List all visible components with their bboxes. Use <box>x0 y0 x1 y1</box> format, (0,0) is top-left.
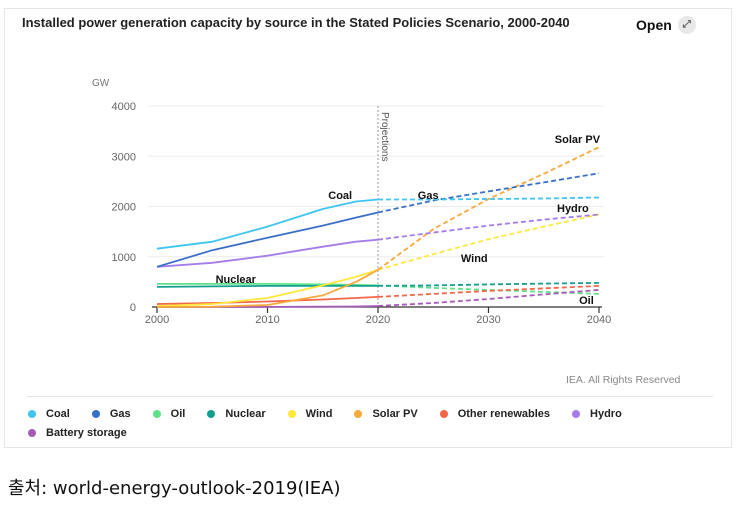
chart-card <box>4 8 732 448</box>
legend-item-gas[interactable]: Gas <box>91 407 131 420</box>
legend-item-coal[interactable]: Coal <box>28 407 70 420</box>
line-chart: GW 0 1000 2000 3000 4000 2000 2010 2020 2030 2040 P… <box>92 78 611 326</box>
legend-dot-icon <box>28 409 36 418</box>
legend-label: Gas <box>109 407 131 420</box>
y-tick-label: 0 <box>130 302 136 314</box>
legend-item-solar-pv[interactable]: Solar PV <box>354 407 418 420</box>
expand-icon: ⤢ <box>677 16 696 34</box>
y-tick-label: 2000 <box>112 202 136 214</box>
legend-label: Hydro <box>590 407 622 420</box>
annotation-hydro: Hydro <box>557 203 589 215</box>
legend-item-nuclear[interactable]: Nuclear <box>207 407 266 420</box>
x-tick-label: 2030 <box>476 314 500 326</box>
x-tick-label: 2010 <box>255 314 279 326</box>
series-line-solar-pv-historical <box>156 269 379 308</box>
chart-title: Installed power generation capacity by s… <box>22 15 570 30</box>
x-tick-label: 2040 <box>587 314 611 326</box>
legend-label: Solar PV <box>372 407 418 420</box>
series-line-hydro-historical <box>156 238 379 268</box>
series-line-other-renewables-projection <box>377 285 600 298</box>
legend-label: Nuclear <box>225 407 266 420</box>
x-tick-label: 2000 <box>145 314 169 326</box>
y-axis-unit: GW <box>92 78 110 89</box>
y-tick-label: 4000 <box>112 101 136 113</box>
series-line-nuclear-projection <box>377 282 600 287</box>
series-line-wind-historical <box>156 268 379 307</box>
series-line-solar-pv-projection <box>377 146 600 271</box>
y-tick-label: 1000 <box>112 252 136 264</box>
source-caption: 출처: world-energy-outlook-2019(IEA) <box>8 478 341 499</box>
open-button[interactable]: Open ⤢ <box>636 16 696 34</box>
open-label: Open <box>636 17 672 33</box>
legend-dot-icon <box>152 409 161 418</box>
legend-label: Coal <box>46 407 70 420</box>
y-tick-label: 3000 <box>112 151 136 163</box>
series-line-hydro-projection <box>377 213 600 241</box>
legend-dot-icon <box>207 409 216 418</box>
annotation-oil: Oil <box>579 295 594 307</box>
legend-dot-icon <box>572 409 581 418</box>
legend-item-hydro[interactable]: Hydro <box>572 407 622 420</box>
projection-label: Projections <box>379 112 390 161</box>
annotation-coal: Coal <box>328 190 352 202</box>
series-line-coal-historical <box>156 198 379 250</box>
annotation-gas: Gas <box>418 190 439 202</box>
legend-dot-icon <box>439 409 448 418</box>
legend-item-oil[interactable]: Oil <box>152 407 186 420</box>
legend-label: Other renewables <box>457 407 551 420</box>
legend-item-other-renewables[interactable]: Other renewables <box>439 407 551 420</box>
series-line-wind-projection <box>377 213 600 271</box>
series-line-nuclear-historical <box>156 284 378 288</box>
series-line-gas-projection <box>377 172 600 214</box>
legend-divider <box>27 396 713 397</box>
legend: Coal Gas Oil Nuclear Wind Solar PV Other renew… <box>28 407 718 439</box>
legend-dot-icon <box>28 428 36 437</box>
legend-label: Wind <box>305 407 333 420</box>
legend-item-battery-storage[interactable]: Battery storage <box>28 426 127 439</box>
legend-label: Battery storage <box>46 426 127 439</box>
x-tick-label: 2020 <box>366 314 390 326</box>
series-line-coal-projection <box>378 196 600 201</box>
annotation-solar-pv: Solar PV <box>555 134 601 146</box>
legend-dot-icon <box>287 409 296 418</box>
series-line-battery-storage-projection <box>377 289 600 307</box>
legend-dot-icon <box>91 409 100 418</box>
legend-item-wind[interactable]: Wind <box>287 407 333 420</box>
annotation-nuclear: Nuclear <box>216 274 257 286</box>
copyright-text: IEA. All Rights Reserved <box>566 374 681 386</box>
annotation-wind: Wind <box>461 253 488 265</box>
series-line-oil-historical <box>157 282 379 287</box>
legend-dot-icon <box>354 409 363 418</box>
series-line-gas-historical <box>156 211 379 268</box>
legend-label: Oil <box>170 407 186 420</box>
